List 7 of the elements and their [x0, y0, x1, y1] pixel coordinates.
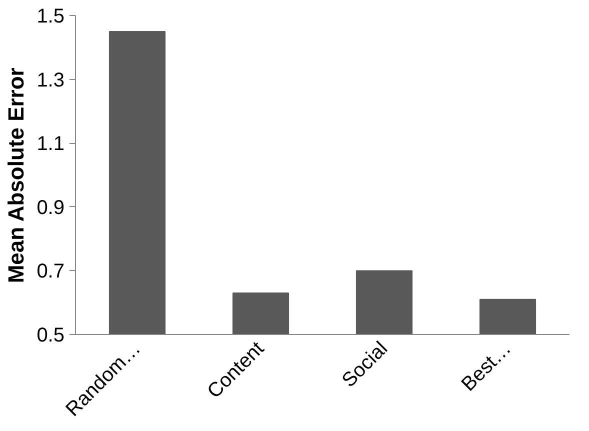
y-tick-label: 1.5	[36, 6, 65, 28]
y-tick-label: 0.7	[36, 260, 65, 283]
y-tick-label: 1.3	[36, 69, 65, 92]
y-tick-label: 0.5	[36, 324, 65, 346]
y-tick-label: 0.9	[36, 196, 65, 219]
y-axis-title: Mean Absolute Error	[4, 67, 29, 284]
y-tick-label: 1.1	[36, 133, 65, 156]
